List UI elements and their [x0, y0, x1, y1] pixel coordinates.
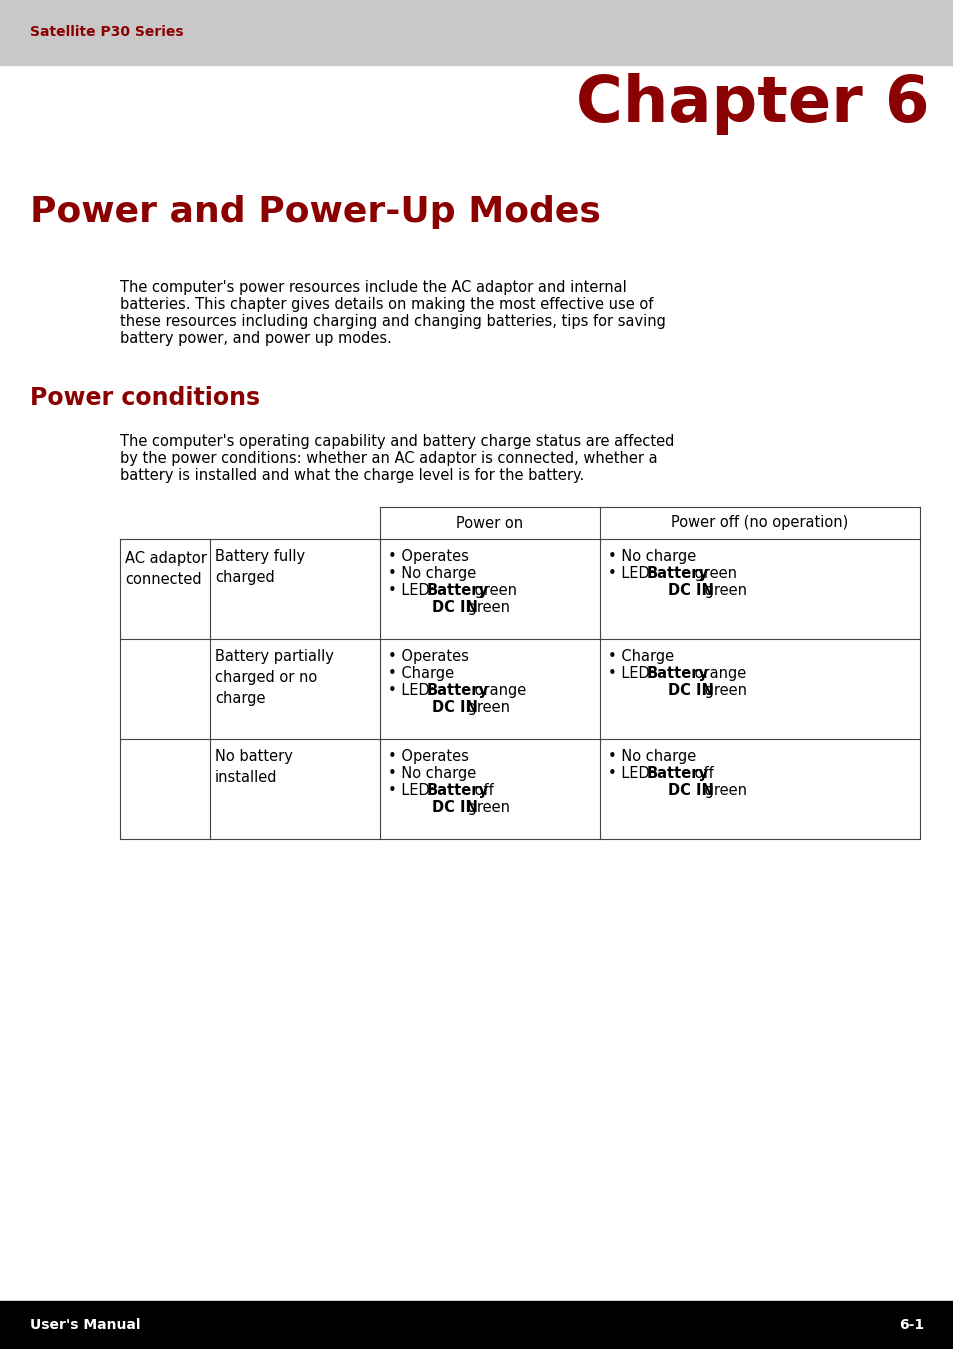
- Text: DC IN: DC IN: [431, 800, 477, 815]
- Text: • No charge: • No charge: [388, 766, 476, 781]
- Text: • No charge: • No charge: [607, 549, 696, 564]
- Text: User's Manual: User's Manual: [30, 1318, 140, 1331]
- Text: battery is installed and what the charge level is for the battery.: battery is installed and what the charge…: [120, 468, 583, 483]
- Text: • Charge: • Charge: [607, 649, 674, 664]
- Text: Chapter 6: Chapter 6: [576, 73, 929, 135]
- Text: green: green: [463, 800, 510, 815]
- Text: green: green: [699, 683, 746, 697]
- Text: battery power, and power up modes.: battery power, and power up modes.: [120, 331, 392, 345]
- Text: • No charge: • No charge: [607, 749, 696, 764]
- Text: green: green: [690, 567, 737, 581]
- Text: Battery: Battery: [645, 567, 707, 581]
- Text: off: off: [690, 766, 714, 781]
- Text: The computer's power resources include the AC adaptor and internal: The computer's power resources include t…: [120, 281, 626, 295]
- Text: Power and Power-Up Modes: Power and Power-Up Modes: [30, 196, 600, 229]
- Text: Battery fully
charged: Battery fully charged: [214, 549, 305, 585]
- Text: Satellite P30 Series: Satellite P30 Series: [30, 26, 183, 39]
- Text: DC IN: DC IN: [667, 782, 713, 799]
- Text: The computer's operating capability and battery charge status are affected: The computer's operating capability and …: [120, 434, 674, 449]
- Text: orange: orange: [690, 666, 746, 681]
- Text: green: green: [699, 583, 746, 598]
- Text: • LED:: • LED:: [388, 683, 439, 697]
- Text: green: green: [463, 700, 510, 715]
- Text: batteries. This chapter gives details on making the most effective use of: batteries. This chapter gives details on…: [120, 297, 653, 312]
- Text: • Operates: • Operates: [388, 549, 468, 564]
- Text: Battery: Battery: [426, 782, 488, 799]
- Text: Power off (no operation): Power off (no operation): [671, 515, 848, 530]
- Text: No battery
installed: No battery installed: [214, 749, 293, 785]
- Text: Battery: Battery: [426, 583, 488, 598]
- Text: orange: orange: [470, 683, 526, 697]
- Text: green: green: [463, 600, 510, 615]
- Text: DC IN: DC IN: [431, 600, 477, 615]
- Text: by the power conditions: whether an AC adaptor is connected, whether a: by the power conditions: whether an AC a…: [120, 451, 657, 465]
- Text: • Operates: • Operates: [388, 749, 468, 764]
- Text: these resources including charging and changing batteries, tips for saving: these resources including charging and c…: [120, 314, 665, 329]
- Text: 6-1: 6-1: [898, 1318, 923, 1331]
- Text: • Operates: • Operates: [388, 649, 468, 664]
- Text: Battery: Battery: [645, 666, 707, 681]
- Text: Power on: Power on: [456, 515, 523, 530]
- Text: off: off: [470, 782, 494, 799]
- Text: Battery: Battery: [426, 683, 488, 697]
- Bar: [0, 0, 953, 65]
- Text: • LED:: • LED:: [607, 567, 659, 581]
- Text: green: green: [470, 583, 517, 598]
- Text: • No charge: • No charge: [388, 567, 476, 581]
- Text: Power conditions: Power conditions: [30, 386, 260, 410]
- Text: • LED:: • LED:: [388, 782, 439, 799]
- Bar: [0, 1300, 953, 1349]
- Text: green: green: [699, 782, 746, 799]
- Text: DC IN: DC IN: [431, 700, 477, 715]
- Text: • Charge: • Charge: [388, 666, 454, 681]
- Text: DC IN: DC IN: [667, 583, 713, 598]
- Text: DC IN: DC IN: [667, 683, 713, 697]
- Text: • LED:: • LED:: [607, 666, 659, 681]
- Text: Battery partially
charged or no
charge: Battery partially charged or no charge: [214, 649, 334, 706]
- Text: • LED:: • LED:: [388, 583, 439, 598]
- Text: AC adaptor
connected: AC adaptor connected: [125, 550, 207, 587]
- Text: Battery: Battery: [645, 766, 707, 781]
- Text: • LED:: • LED:: [607, 766, 659, 781]
